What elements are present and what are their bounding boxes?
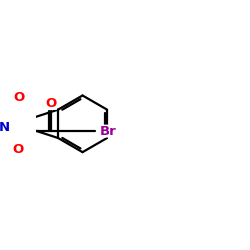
Text: O: O	[46, 97, 57, 110]
Text: N: N	[0, 121, 10, 134]
Text: O: O	[12, 142, 24, 156]
Text: O: O	[14, 90, 25, 104]
Text: Br: Br	[99, 124, 116, 138]
